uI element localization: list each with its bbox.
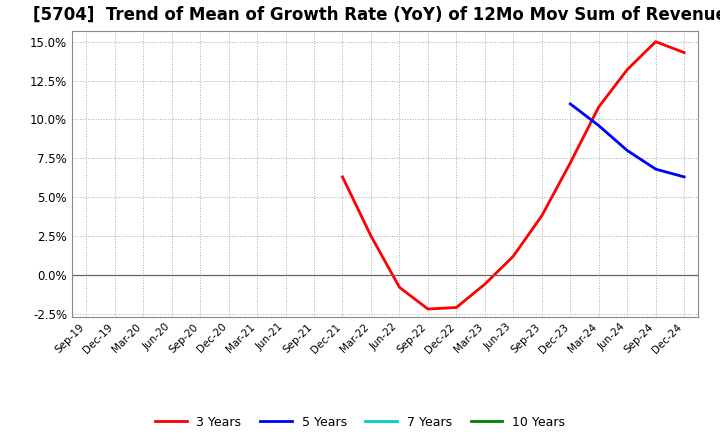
3 Years: [680, 50, 688, 55]
3 Years: [566, 160, 575, 165]
Title: [5704]  Trend of Mean of Growth Rate (YoY) of 12Mo Mov Sum of Revenues: [5704] Trend of Mean of Growth Rate (YoY…: [33, 6, 720, 24]
3 Years: [452, 305, 461, 310]
3 Years: [395, 285, 404, 290]
3 Years: [595, 104, 603, 110]
3 Years: [366, 233, 375, 238]
3 Years: [623, 67, 631, 72]
5 Years: [566, 101, 575, 106]
5 Years: [652, 166, 660, 172]
3 Years: [509, 253, 518, 259]
5 Years: [595, 123, 603, 128]
Line: 3 Years: 3 Years: [343, 42, 684, 309]
3 Years: [423, 306, 432, 312]
Line: 5 Years: 5 Years: [570, 104, 684, 177]
3 Years: [480, 282, 489, 287]
5 Years: [680, 174, 688, 180]
3 Years: [338, 174, 347, 180]
3 Years: [537, 213, 546, 218]
5 Years: [623, 148, 631, 153]
3 Years: [652, 39, 660, 44]
Legend: 3 Years, 5 Years, 7 Years, 10 Years: 3 Years, 5 Years, 7 Years, 10 Years: [150, 411, 570, 434]
